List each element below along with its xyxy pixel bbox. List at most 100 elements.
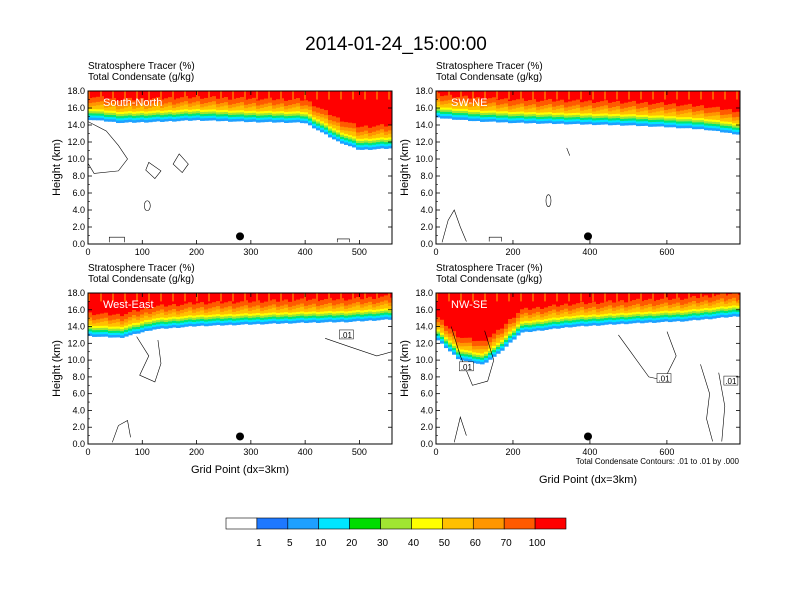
tracer-streak [472,91,474,100]
tracer-band [184,91,189,102]
tracer-band [660,91,665,103]
tracer-streak [304,91,306,100]
tracer-streak [616,91,618,100]
tracer-band [636,293,641,299]
x-tick-label: 200 [189,247,204,257]
x-axis-label: Grid Point (dx=3km) [539,474,637,486]
tracer-band [452,91,457,98]
tracer-streak [676,91,678,100]
tracer-band [644,91,649,102]
tracer-band [340,91,345,122]
tracer-band [608,293,613,301]
chart-title: 2014-01-24_15:00:00 [305,34,487,55]
tracer-streak [220,293,222,302]
y-tick-label: 16.0 [415,103,433,113]
y-tick-label: 14.0 [415,322,433,332]
tracer-streak [532,91,534,100]
y-tick-label: 8.0 [72,171,85,181]
contour-line [618,331,677,381]
y-axis-label: Height (km) [399,139,411,196]
tracer-band [624,293,629,303]
tracer-band [728,293,733,295]
tracer-band [384,91,389,127]
tracer-band [104,293,109,313]
tracer-band [648,91,653,105]
x-tick-label: 500 [352,447,367,457]
tracer-band [156,293,161,306]
tracer-streak [712,91,714,100]
tracer-streak [268,91,270,100]
tracer-band [656,293,661,300]
tracer-band [240,293,245,302]
tracer-streak [136,293,138,302]
tracer-streak [328,293,330,302]
tracer-band [648,293,653,299]
tracer-band [212,293,217,303]
tracer-streak [352,293,354,302]
colorbar-swatch [349,517,381,530]
tracer-streak [508,293,510,302]
y-tick-label: 6.0 [72,188,85,198]
tracer-streak [568,293,570,302]
tracer-streak [688,91,690,100]
tracer-band [212,91,217,97]
y-tick-label: 0.0 [72,239,85,249]
tracer-streak [160,91,162,100]
x-tick-label: 0 [85,447,90,457]
tracer-band [236,293,241,303]
tracer-band [312,293,317,299]
x-tick-label: 100 [135,447,150,457]
tracer-band [292,91,297,99]
tracer-band [660,293,665,299]
tracer-band [268,91,273,98]
tracer-band [672,293,677,299]
tracer-band [712,293,717,297]
panel-subtitle-tracer: Stratosphere Tracer (%) [436,61,543,72]
tracer-streak [484,293,486,302]
tracer-band [140,293,145,310]
tracer-band [380,293,385,297]
tracer-streak [592,293,594,302]
tracer-streak [664,91,666,100]
tracer-band [708,293,713,298]
tracer-band [144,91,149,101]
tracer-band [628,91,633,102]
tracer-band [100,293,105,314]
tracer-band [596,91,601,103]
tracer-band [484,91,489,99]
panel-subtitle-tracer: Stratosphere Tracer (%) [88,61,195,72]
tracer-streak [628,91,630,100]
tracer-band [148,91,153,100]
tracer-band [436,91,441,99]
tracer-streak [196,293,198,302]
tracer-band [548,91,553,99]
tracer-band [560,91,565,100]
tracer-band [328,293,333,298]
contour-line [566,147,571,156]
x-tick-label: 300 [243,447,258,457]
tracer-band [616,91,621,101]
tracer-streak [304,293,306,302]
tracer-streak [196,91,198,100]
tracer-band [236,91,241,98]
tracer-streak [676,293,678,302]
tracer-band [232,91,237,99]
tracer-band [724,293,729,296]
tracer-band [652,293,657,302]
tracer-band [152,91,157,99]
tracer-band [684,91,689,105]
tracer-streak [364,91,366,100]
tracer-band [464,293,469,338]
tracer-streak [496,91,498,100]
condensate-contours [88,121,350,243]
tracer-band [492,293,497,334]
colorbar-swatch [380,517,412,530]
tracer-band [228,91,233,100]
tracer-band [356,293,361,297]
tracer-band [100,91,105,97]
tracer-band [468,293,473,338]
tracer-band [356,293,361,303]
tracer-band [280,293,285,301]
tracer-streak [136,91,138,100]
tracer-band [536,293,541,307]
